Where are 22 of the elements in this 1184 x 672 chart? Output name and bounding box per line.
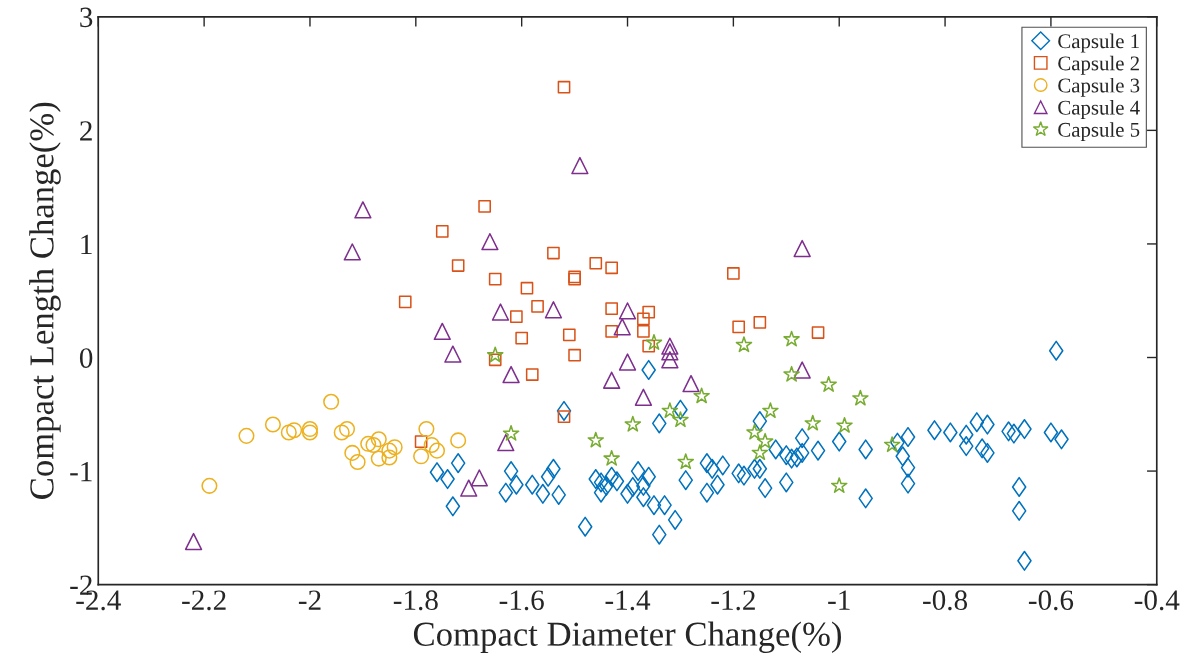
x-tick-label: -1.2 [711,590,755,611]
y-axis-title: Compact Length Change(%) [29,102,61,499]
y-tick-label: 2 [80,121,92,141]
x-tick-label: -1 [828,590,850,610]
x-tick-label: -0.4 [1134,590,1180,611]
legend-label: Capsule 1 [1058,33,1139,53]
y-tick-label: 0 [79,348,93,368]
y-tick-label: 3 [80,7,93,28]
x-tick-label: -2 [298,590,321,610]
legend-label: Capsule 5 [1058,122,1140,142]
legend-label: Capsule 2 [1058,55,1139,75]
legend-label: Capsule 3 [1058,77,1140,97]
x-tick-label: -1.6 [499,590,544,611]
y-tick-label: -1 [70,461,92,482]
y-tick-label: 1 [81,234,92,255]
x-tick-label: -1.8 [393,590,438,611]
legend-label: Capsule 4 [1058,100,1140,119]
x-tick-label: -0.8 [923,590,968,611]
x-tick-label: -1.4 [605,590,651,611]
x-tick-label: -2.2 [182,590,226,611]
x-tick-label: -0.6 [1028,590,1074,611]
x-axis-title: Compact Diameter Change(%) [413,621,841,654]
